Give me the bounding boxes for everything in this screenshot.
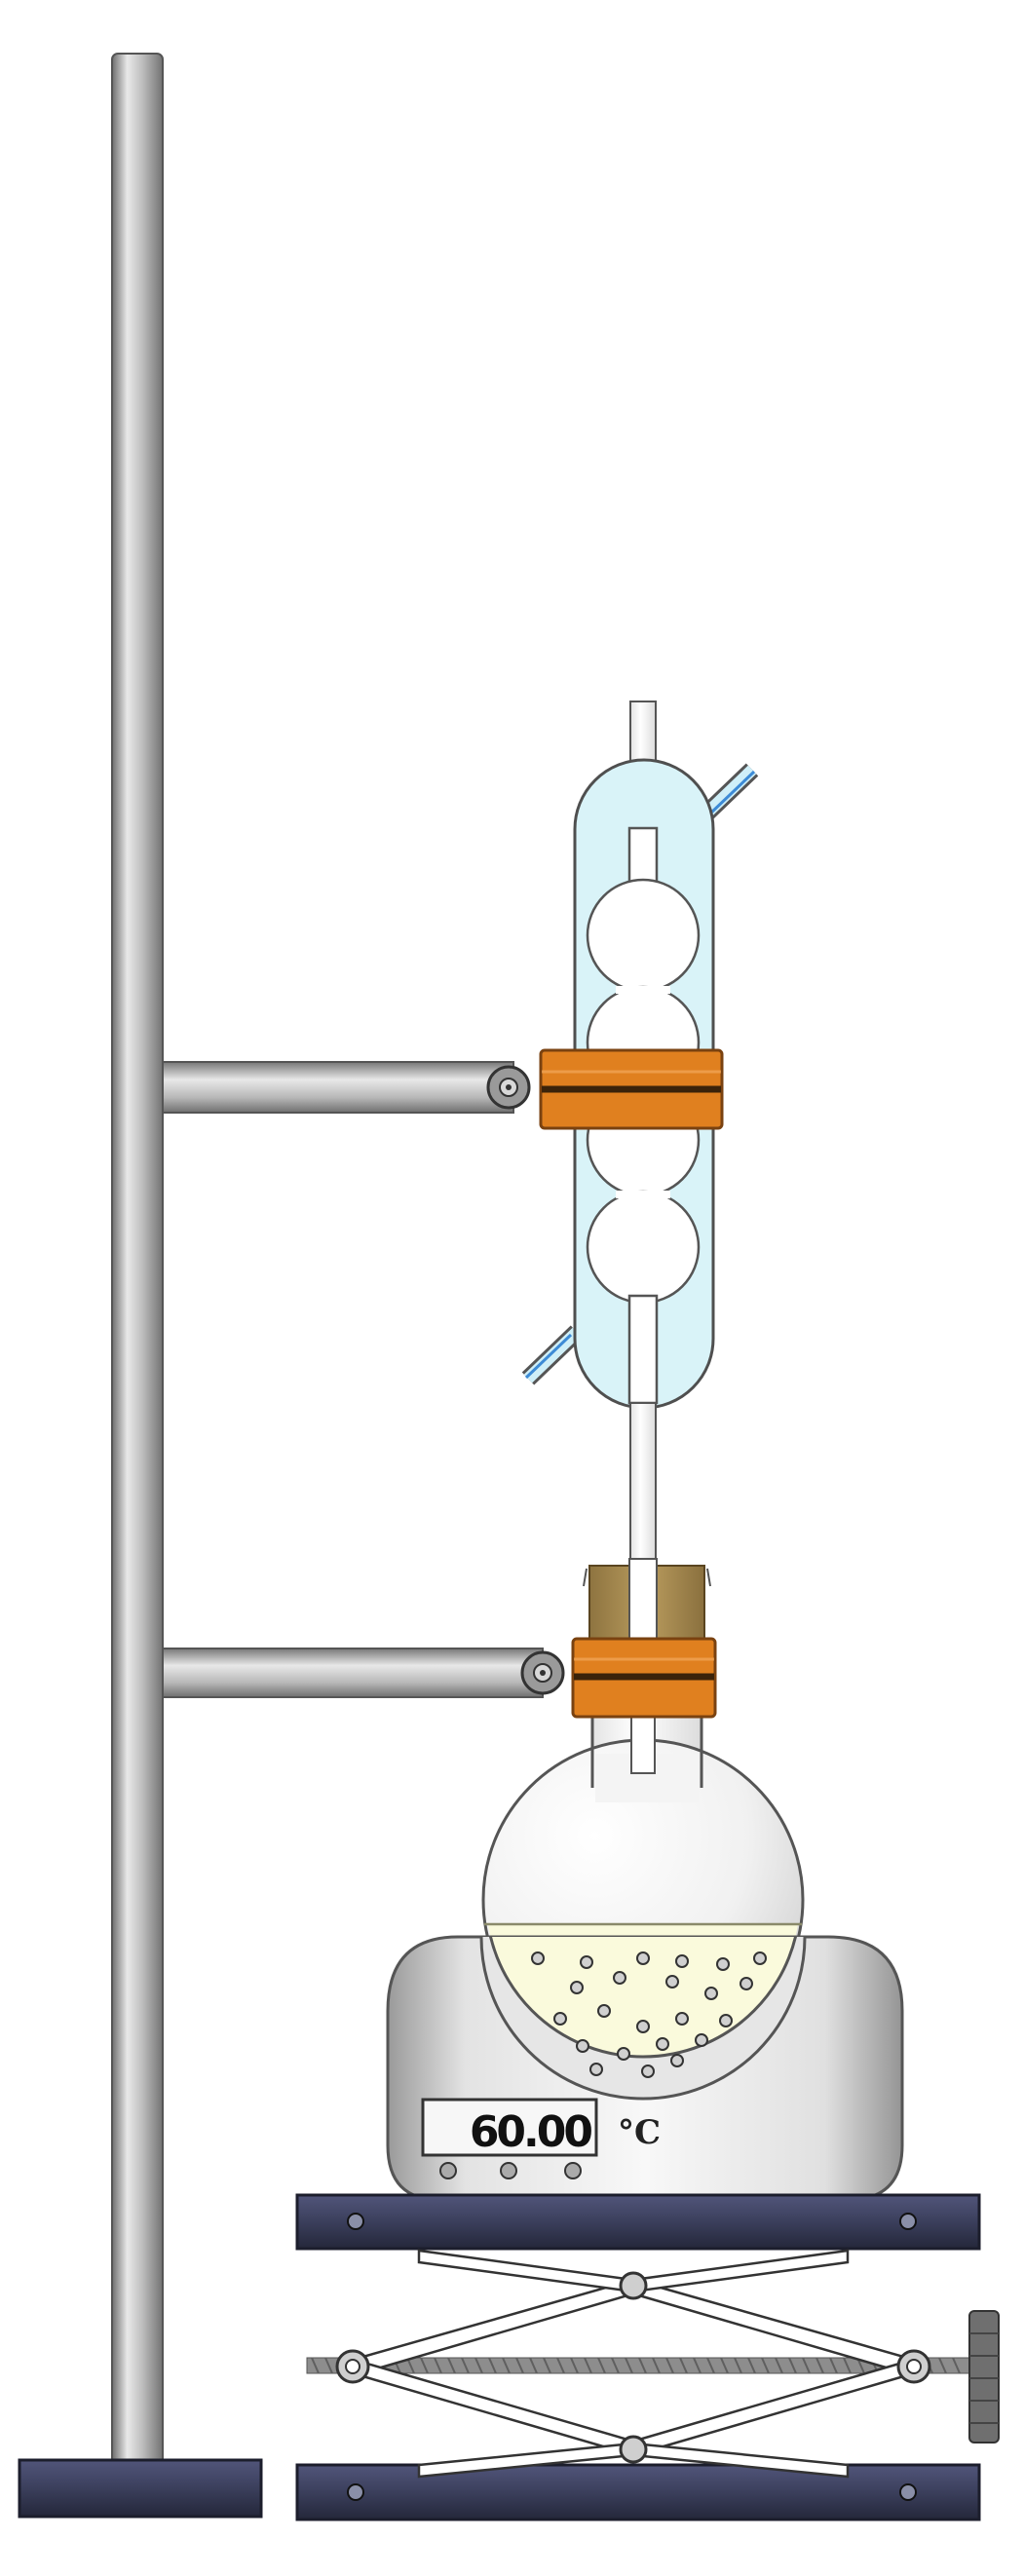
bubble <box>597 2004 611 2018</box>
temperature-readout: 60.00 <box>470 2107 592 2157</box>
bubble <box>580 1955 593 1969</box>
bubble <box>636 2020 650 2033</box>
lab-jack-upper-links <box>417 2249 850 2479</box>
lower-clamp <box>162 1637 717 1719</box>
stand-rod <box>111 53 164 2466</box>
bubble <box>589 2063 603 2076</box>
bubble <box>740 1977 753 1990</box>
lab-jack-bottom-plate <box>295 2463 981 2521</box>
lab-jack-top-plate <box>295 2193 981 2251</box>
bubble <box>570 1981 584 1994</box>
bubble <box>719 2014 733 2027</box>
knob-1-icon[interactable] <box>439 2162 457 2179</box>
bubble <box>531 1951 545 1965</box>
bubble <box>576 2039 589 2053</box>
stand-base <box>18 2458 263 2519</box>
bubble <box>617 2047 630 2061</box>
bubble <box>656 2037 669 2051</box>
lab-jack-pivots <box>335 2271 931 2464</box>
bubble <box>753 1951 767 1965</box>
bubble <box>675 2012 689 2026</box>
temperature-unit: °C <box>618 2113 661 2152</box>
bubble <box>641 2065 655 2078</box>
boiling-bubbles-lower <box>531 1951 767 2078</box>
lower-clamp-arm <box>162 1648 544 1698</box>
bubble <box>704 1987 718 2000</box>
hotplate-heater: 60.00 °C <box>386 1935 904 2202</box>
bubble <box>716 1957 730 1971</box>
bubble <box>636 1951 650 1965</box>
bubble <box>553 2012 567 2026</box>
bubble <box>675 1954 689 1968</box>
upper-clamp <box>162 1048 724 1130</box>
bubble <box>670 2054 684 2067</box>
retort-stand <box>18 53 263 2519</box>
bubble <box>695 2033 708 2047</box>
bubble <box>665 1975 679 1989</box>
temperature-display <box>421 2098 598 2157</box>
scissor-lab-jack <box>295 2193 1000 2521</box>
knob-3-icon[interactable] <box>564 2162 582 2179</box>
water-inlet-hose <box>521 1325 584 1385</box>
bubble <box>613 1971 626 1985</box>
lab-jack-knob-icon[interactable] <box>968 2310 1000 2443</box>
knob-2-icon[interactable] <box>500 2162 517 2179</box>
upper-clamp-arm <box>162 1061 514 1114</box>
